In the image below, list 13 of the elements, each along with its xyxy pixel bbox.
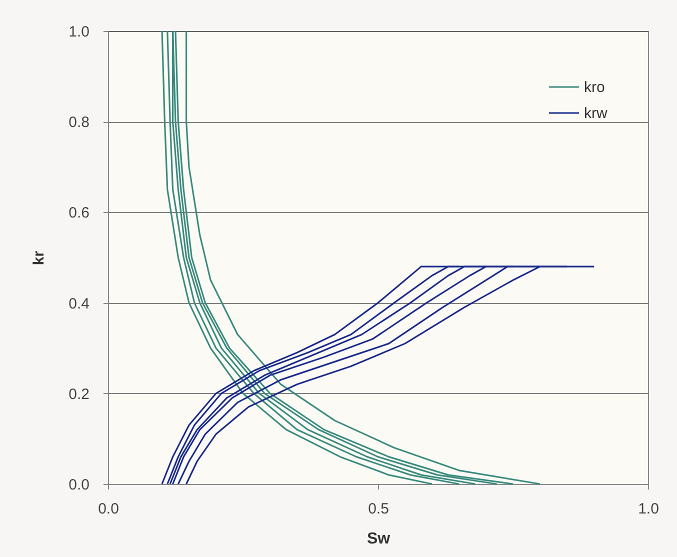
y-tick-label: 1.0 <box>68 24 90 40</box>
y-axis-title: kr <box>30 250 48 266</box>
x-tick-label: 0.0 <box>98 500 119 518</box>
y-tick-label: 0.0 <box>68 476 90 494</box>
legend-label: krw <box>584 105 608 122</box>
legend-label: kro <box>584 79 605 96</box>
y-tick-label: 0.6 <box>68 204 90 222</box>
x-tick-label: 0.5 <box>368 500 389 518</box>
y-tick-label: 0.4 <box>68 295 90 312</box>
x-axis-title: Sw <box>366 530 391 548</box>
y-tick-label: 0.8 <box>68 114 90 132</box>
x-tick-label: 1.0 <box>638 500 659 518</box>
y-tick-label: 0.2 <box>68 386 90 403</box>
